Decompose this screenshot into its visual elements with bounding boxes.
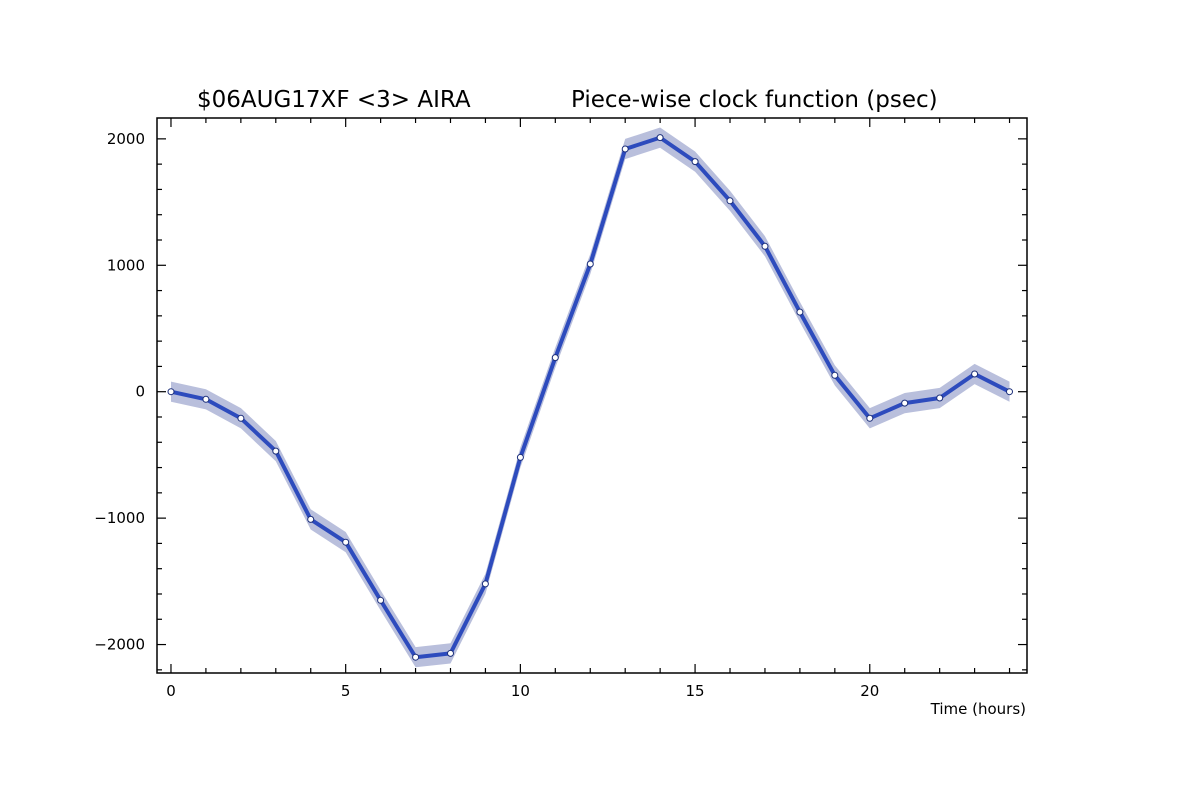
data-point-9 — [481, 580, 489, 588]
data-point-12 — [586, 260, 594, 268]
data-point-17 — [761, 242, 769, 250]
data-point-4 — [307, 515, 315, 523]
data-point-14 — [656, 134, 664, 142]
data-point-21 — [901, 399, 909, 407]
y-tick-label: −2000 — [94, 636, 145, 654]
y-tick-label: 1000 — [107, 256, 145, 274]
data-point-11 — [551, 354, 559, 362]
x-tick-label: 10 — [511, 682, 530, 700]
data-points — [167, 134, 1013, 661]
data-point-0 — [167, 388, 175, 396]
series-line — [170, 135, 1011, 660]
data-point-19 — [831, 371, 839, 379]
data-point-6 — [377, 596, 385, 604]
data-point-3 — [272, 447, 280, 455]
data-point-18 — [796, 308, 804, 316]
y-tick-label: 2000 — [107, 130, 145, 148]
data-point-15 — [691, 158, 699, 166]
data-point-13 — [621, 145, 629, 153]
x-tick-label: 5 — [341, 682, 351, 700]
y-tick-label: 0 — [135, 383, 145, 401]
plot-frame — [156, 117, 1028, 674]
data-point-10 — [516, 453, 524, 461]
data-point-16 — [726, 197, 734, 205]
x-tick-label: 20 — [860, 682, 879, 700]
data-point-23 — [971, 370, 979, 378]
x-tick-label: 0 — [166, 682, 176, 700]
uncertainty-band-area — [171, 127, 1010, 668]
uncertainty-band — [171, 127, 1010, 668]
data-point-1 — [202, 395, 210, 403]
chart-title-left: $06AUG17XF <3> AIRA — [197, 87, 471, 113]
data-point-22 — [936, 394, 944, 402]
chart-title-right: Piece-wise clock function (psec) — [571, 87, 938, 113]
axis-ticks: 0 5 10 15 20 2000 1000 0 −1000 −2000 — [94, 118, 1027, 700]
data-point-20 — [866, 414, 874, 422]
y-tick-label: −1000 — [94, 509, 145, 527]
x-tick-label: 15 — [686, 682, 705, 700]
data-point-24 — [1006, 388, 1013, 396]
data-point-8 — [447, 649, 454, 657]
data-point-5 — [342, 538, 350, 546]
x-axis-label: Time (hours) — [930, 700, 1026, 718]
data-point-7 — [412, 653, 420, 661]
data-point-2 — [237, 414, 245, 422]
series-polyline — [170, 135, 1011, 660]
